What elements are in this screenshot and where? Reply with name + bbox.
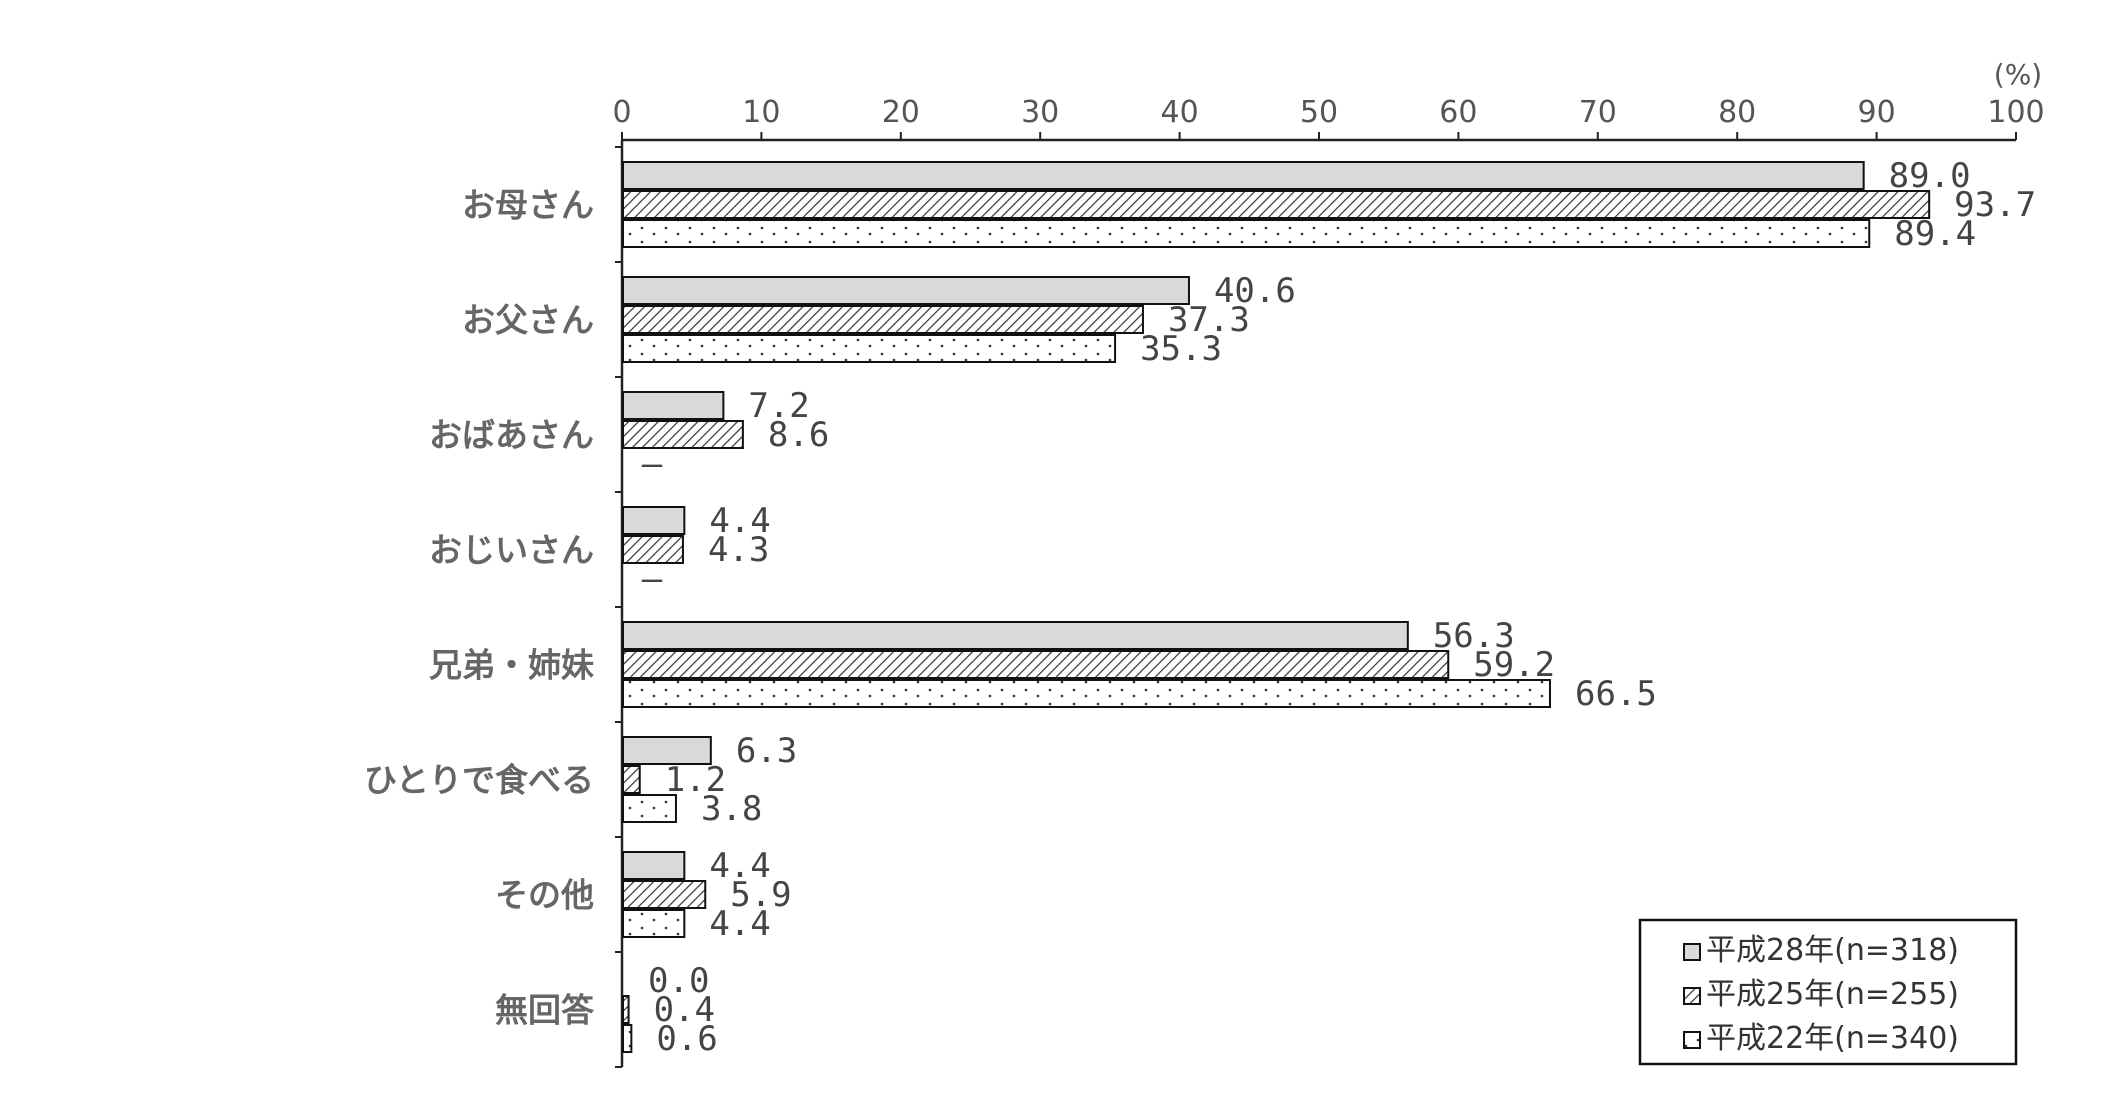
category-label: その他 (495, 876, 594, 915)
bar (622, 276, 1190, 305)
bar (622, 535, 684, 564)
x-tick-label: 50 (1300, 95, 1338, 130)
bar (622, 334, 1117, 363)
value-label: 8.6 (768, 415, 829, 455)
x-tick-label: 10 (742, 95, 780, 130)
value-label: 0.4 (654, 990, 715, 1030)
category-label: ひとりで食べる (364, 761, 594, 800)
category-label: おじいさん (429, 531, 594, 570)
value-label: 35.3 (1140, 329, 1222, 369)
legend-box (1638, 918, 2018, 1066)
legend-label: 平成22年(n=340) (1706, 1021, 1959, 1056)
legend-swatch (1683, 1031, 1701, 1049)
bar (622, 736, 712, 765)
legend-label: 平成28年(n=318) (1706, 933, 1959, 968)
bar (622, 219, 1871, 248)
bar (622, 679, 1552, 708)
bar (622, 420, 744, 449)
bar (622, 794, 677, 823)
x-tick-label: 40 (1161, 95, 1199, 130)
x-tick-label: 80 (1718, 95, 1756, 130)
bar (622, 305, 1144, 334)
bar (622, 765, 641, 794)
x-tick-label: 30 (1021, 95, 1059, 130)
bar (622, 995, 630, 1024)
category-label: 兄弟・姉妹 (429, 646, 594, 685)
bar (622, 880, 707, 909)
legend: 平成28年(n=318) 平成25年(n=255) 平成22年(n=340) (1638, 918, 2018, 1066)
value-label: – (642, 444, 663, 484)
legend-swatch (1683, 987, 1701, 1005)
value-label: 0.0 (648, 961, 709, 1001)
x-tick-label: 20 (882, 95, 920, 130)
category-label: おばあさん (429, 416, 594, 455)
bar (622, 650, 1450, 679)
value-label: 6.3 (736, 731, 797, 771)
x-tick-label: 0 (612, 95, 631, 130)
category-label: お父さん (462, 301, 594, 340)
value-label: 66.5 (1575, 674, 1657, 714)
x-tick-label: 100 (1987, 95, 2044, 130)
x-tick-label: 70 (1579, 95, 1617, 130)
unit-label: (%) (1994, 58, 2042, 91)
value-label: 89.0 (1889, 156, 1971, 196)
bar (622, 621, 1409, 650)
bars (622, 161, 1931, 1053)
category-label: お母さん (462, 186, 594, 225)
value-label: 4.3 (708, 530, 769, 570)
value-label: 7.2 (748, 386, 809, 426)
x-tick-label: 90 (1858, 95, 1896, 130)
value-label: 1.2 (665, 760, 726, 800)
value-label: 56.3 (1433, 616, 1515, 656)
value-label: 5.9 (730, 875, 791, 915)
value-label: 4.4 (709, 904, 770, 944)
value-label: 37.3 (1168, 300, 1250, 340)
value-label: 59.2 (1473, 645, 1555, 685)
value-label: 4.4 (709, 846, 770, 886)
bar (622, 851, 686, 880)
axes: 0 10 20 30 40 50 60 70 80 90 100 (%) (612, 58, 2045, 1068)
bar (622, 391, 725, 420)
bar (622, 190, 1931, 219)
bar (622, 1024, 633, 1053)
bar (622, 506, 686, 535)
category-label: 無回答 (495, 991, 595, 1030)
value-label: 93.7 (1954, 185, 2036, 225)
legend-swatch (1683, 943, 1701, 961)
value-label: 40.6 (1214, 271, 1296, 311)
labels: お母さん 89.093.789.4 お父さん 40.637.335.3 おばあさん 7.2… (364, 156, 2036, 1059)
value-label: 0.6 (656, 1019, 717, 1059)
bar (622, 161, 1865, 190)
value-label: 89.4 (1894, 214, 1976, 254)
bar (622, 909, 686, 938)
value-label: 4.4 (709, 501, 770, 541)
legend-label: 平成25年(n=255) (1706, 977, 1959, 1012)
x-tick-label: 60 (1439, 95, 1477, 130)
value-label: – (642, 559, 663, 599)
value-label: 3.8 (701, 789, 762, 829)
